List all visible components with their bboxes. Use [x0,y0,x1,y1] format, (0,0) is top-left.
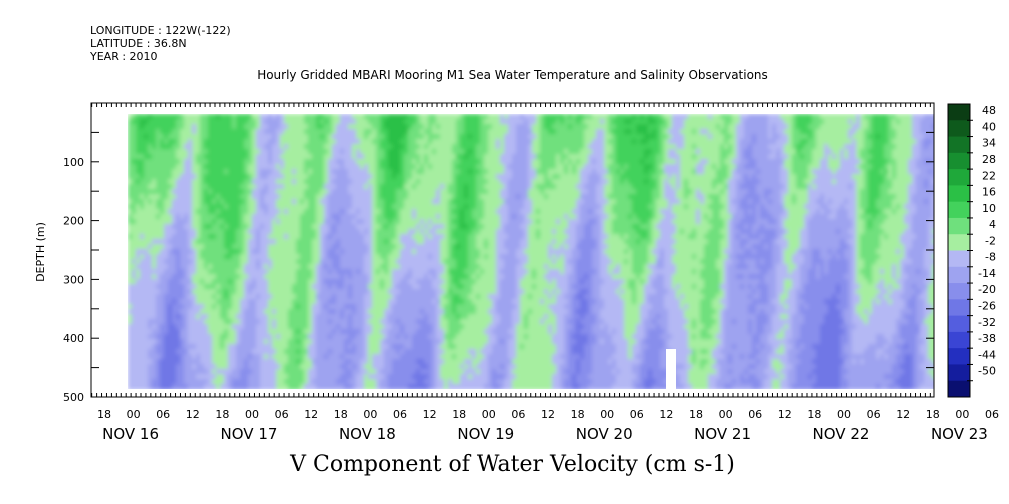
x-hour-tick-label: 00 [837,408,851,421]
colorbar-label: -44 [978,348,996,361]
x-hour-tick-label: 06 [867,408,881,421]
colorbar-swatch [948,364,970,382]
colorbar-swatch [948,266,970,284]
heatmap-field [128,114,934,389]
y-axis: 100 200 300 400 500 [63,131,934,404]
colorbar-label: -8 [985,251,996,264]
colorbar-swatch [948,234,970,251]
colorbar-label: 10 [982,202,996,215]
x-hour-tick-label: 06 [393,408,407,421]
colorbar-swatch [948,185,970,203]
x-date-tick-label: NOV 18 [339,425,396,443]
colorbar-label: 34 [982,137,996,150]
x-hour-tick-label: 12 [896,408,910,421]
x-date-tick-label: NOV 21 [694,425,751,443]
colorbar-label: -2 [985,234,996,247]
missing-data-gap [666,349,676,390]
x-hour-tick-label: 18 [926,408,940,421]
colorbar-swatch [948,315,970,333]
x-hour-tick-label: 12 [423,408,437,421]
colorbar-swatch [948,169,970,186]
colorbar-swatch [948,331,970,349]
x-hour-tick-label: 12 [304,408,318,421]
y-tick-label: 500 [63,391,84,404]
x-hour-tick-label: 12 [778,408,792,421]
x-hour-tick-label: 12 [186,408,200,421]
colorbar-label: 16 [982,186,996,199]
colorbar-label: -20 [978,283,996,296]
x-hour-tick-label: 12 [541,408,555,421]
x-hour-tick-label: 18 [807,408,821,421]
x-hour-tick-label: 06 [985,408,999,421]
colorbar-label: -14 [978,267,996,280]
x-hour-tick-label: 00 [719,408,733,421]
x-hour-tick-label: 18 [689,408,703,421]
x-hour-tick-label: 00 [955,408,969,421]
x-hour-tick-label: 06 [511,408,525,421]
colorbar-label: -50 [978,365,996,378]
colorbar-label: 28 [982,153,996,166]
colorbar-swatch [948,380,970,398]
x-hour-tick-label: 06 [748,408,762,421]
colorbar-swatch [948,299,970,317]
x-date-tick-label: NOV 20 [576,425,633,443]
x-hour-tick-label: 18 [571,408,585,421]
colorbar-swatch [948,104,970,121]
x-hour-tick-label: 06 [156,408,170,421]
chart-title: Hourly Gridded MBARI Mooring M1 Sea Wate… [257,68,768,82]
colorbar-label: 40 [982,120,996,133]
latitude-label: LATITUDE : 36.8N [90,37,187,50]
x-hour-tick-label: 18 [215,408,229,421]
colorbar-swatch [948,217,970,235]
colorbar-swatch [948,201,970,219]
location-info: LONGITUDE : 122W(-122) LATITUDE : 36.8N … [90,24,231,63]
colorbar-swatch [948,250,970,268]
colorbar-swatch [948,283,970,300]
colorbar-swatch [948,136,970,154]
x-hour-tick-label: 18 [334,408,348,421]
x-date-tick-label: NOV 17 [221,425,278,443]
longitude-label: LONGITUDE : 122W(-122) [90,24,231,37]
x-hour-tick-label: 00 [600,408,614,421]
colorbar-swatch [948,348,970,365]
x-date-tick-label: NOV 19 [457,425,514,443]
x-date-tick-label: NOV 23 [931,425,988,443]
x-axis: 18 00 06 12 18 00 06 12 18 00 06 12 18 00 06 12 18 00 06 12… [91,103,999,443]
year-label: YEAR : 2010 [90,50,158,63]
x-hour-tick-label: 00 [363,408,377,421]
y-tick-label: 100 [63,156,84,169]
colorbar-label: -38 [978,332,996,345]
x-hour-tick-label: 00 [245,408,259,421]
x-hour-tick-label: 00 [482,408,496,421]
colorbar-label: 4 [989,218,996,231]
x-date-tick-label: NOV 22 [813,425,870,443]
colorbar-label: -32 [978,316,996,329]
x-hour-tick-label: 00 [127,408,141,421]
colorbar-label: 22 [982,169,996,182]
colorbar: 48 40 34 28 22 16 10 4 -2 -8 -14 -20 -26 -32 -38 -44 -50 [947,103,996,398]
y-tick-label: 300 [63,273,84,286]
colorbar-swatch [948,152,970,170]
x-hour-tick-label: 06 [630,408,644,421]
colorbar-label: -26 [978,299,996,312]
x-hour-tick-label: 18 [452,408,466,421]
y-axis-title: DEPTH (m) [34,222,47,282]
x-hour-tick-label: 12 [659,408,673,421]
x-hour-tick-label: 18 [97,408,111,421]
y-tick-label: 400 [63,332,84,345]
y-tick-label: 200 [63,215,84,228]
variable-caption: V Component of Water Velocity (cm s-1) [290,452,735,477]
x-date-tick-label: NOV 16 [102,425,159,443]
x-hour-tick-label: 06 [275,408,289,421]
colorbar-label: 48 [982,104,996,117]
colorbar-swatch [948,120,970,138]
